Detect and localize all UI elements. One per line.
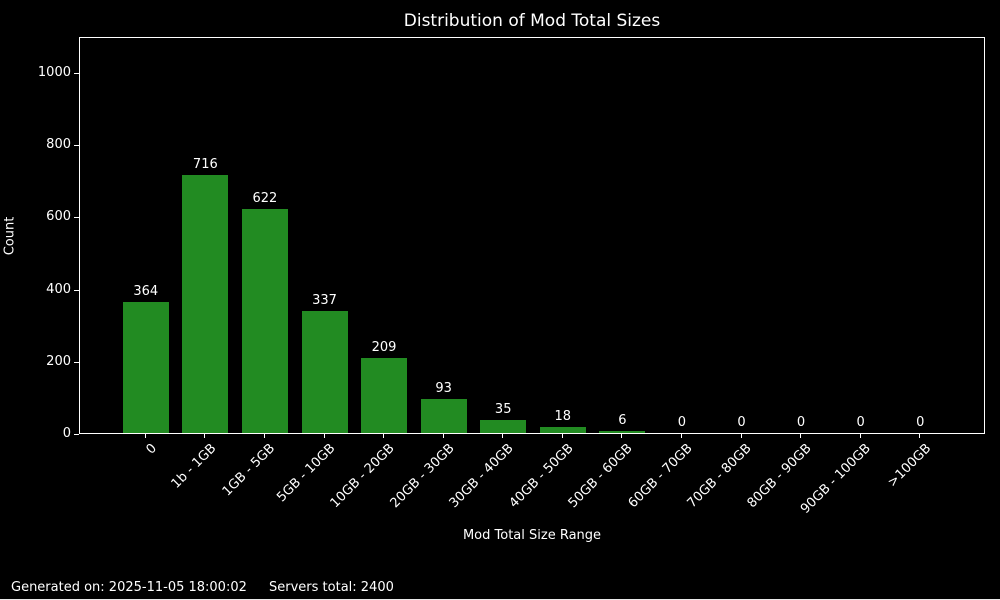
y-tick-label: 400 bbox=[46, 282, 71, 297]
x-tick-mark bbox=[800, 434, 802, 438]
generated-timestamp: Generated on: 2025-11-05 18:00:02 bbox=[11, 580, 247, 595]
bar-value-label: 622 bbox=[252, 191, 278, 206]
x-tick-mark bbox=[323, 434, 325, 438]
bar-value-label: 0 bbox=[916, 415, 925, 430]
x-tick-mark bbox=[561, 434, 563, 438]
bar-value-label: 93 bbox=[435, 381, 452, 396]
y-tick-label: 800 bbox=[46, 137, 71, 152]
bar bbox=[361, 358, 408, 433]
x-tick-mark bbox=[204, 434, 206, 438]
x-tick-label-text: 1b - 1GB bbox=[168, 441, 219, 492]
bar bbox=[539, 427, 586, 433]
bar-value-label: 337 bbox=[312, 293, 337, 308]
bar bbox=[122, 302, 169, 433]
bar bbox=[599, 431, 646, 433]
bar-value-label: 18 bbox=[554, 409, 572, 424]
y-tick-mark bbox=[74, 217, 79, 218]
bar-value-label: 0 bbox=[856, 415, 865, 430]
x-tick-label-text: >100GB bbox=[884, 441, 934, 491]
y-tick-label: 600 bbox=[46, 209, 71, 224]
chart-title: Distribution of Mod Total Sizes bbox=[403, 11, 661, 31]
y-tick-mark bbox=[74, 145, 79, 146]
bar-value-label: 209 bbox=[371, 340, 397, 355]
plot-area: 364 716 622 337 209 93 35 18 6 0 0 0 0 0 bbox=[79, 37, 985, 434]
bar bbox=[480, 420, 527, 433]
x-tick-mark bbox=[263, 434, 265, 438]
y-tick-mark bbox=[74, 434, 79, 435]
bars-container: 364 716 622 337 209 93 35 18 6 0 0 0 0 0 bbox=[80, 38, 984, 433]
x-tick-label-text: 1GB - 5GB bbox=[220, 441, 279, 500]
y-tick-label: 1000 bbox=[37, 65, 71, 80]
y-tick-label: 200 bbox=[46, 354, 71, 369]
x-tick-mark bbox=[859, 434, 861, 438]
x-tick-mark bbox=[442, 434, 444, 438]
status-bar: Generated on: 2025-11-05 18:00:02 Server… bbox=[11, 580, 394, 595]
bar-value-label: 6 bbox=[618, 413, 627, 428]
y-tick-label: 0 bbox=[62, 426, 71, 441]
bar-value-label: 0 bbox=[796, 415, 806, 430]
x-axis-label: Mod Total Size Range bbox=[462, 528, 602, 543]
y-tick-mark bbox=[74, 290, 79, 291]
bar-value-label: 364 bbox=[133, 284, 159, 299]
x-tick-label-text: 0 bbox=[142, 441, 160, 458]
x-tick-mark bbox=[144, 434, 146, 438]
bar bbox=[241, 209, 288, 433]
x-tick-mark bbox=[621, 434, 623, 438]
bar-value-label: 716 bbox=[192, 157, 218, 172]
bar bbox=[420, 399, 467, 433]
bar-value-label: 35 bbox=[494, 402, 512, 417]
bar bbox=[301, 311, 348, 433]
x-tick-mark bbox=[740, 434, 742, 438]
y-tick-mark bbox=[74, 362, 79, 363]
x-tick-label-text: 5GB - 10GB bbox=[273, 441, 339, 506]
bar-value-label: 0 bbox=[737, 415, 746, 430]
y-tick-mark bbox=[74, 73, 79, 74]
x-tick-mark bbox=[680, 434, 682, 438]
bar-value-label: 0 bbox=[677, 415, 687, 430]
x-tick-mark bbox=[919, 434, 921, 438]
x-tick-mark bbox=[383, 434, 385, 438]
bar bbox=[182, 175, 229, 433]
x-tick-mark bbox=[502, 434, 504, 438]
servers-total: Servers total: 2400 bbox=[269, 580, 394, 595]
